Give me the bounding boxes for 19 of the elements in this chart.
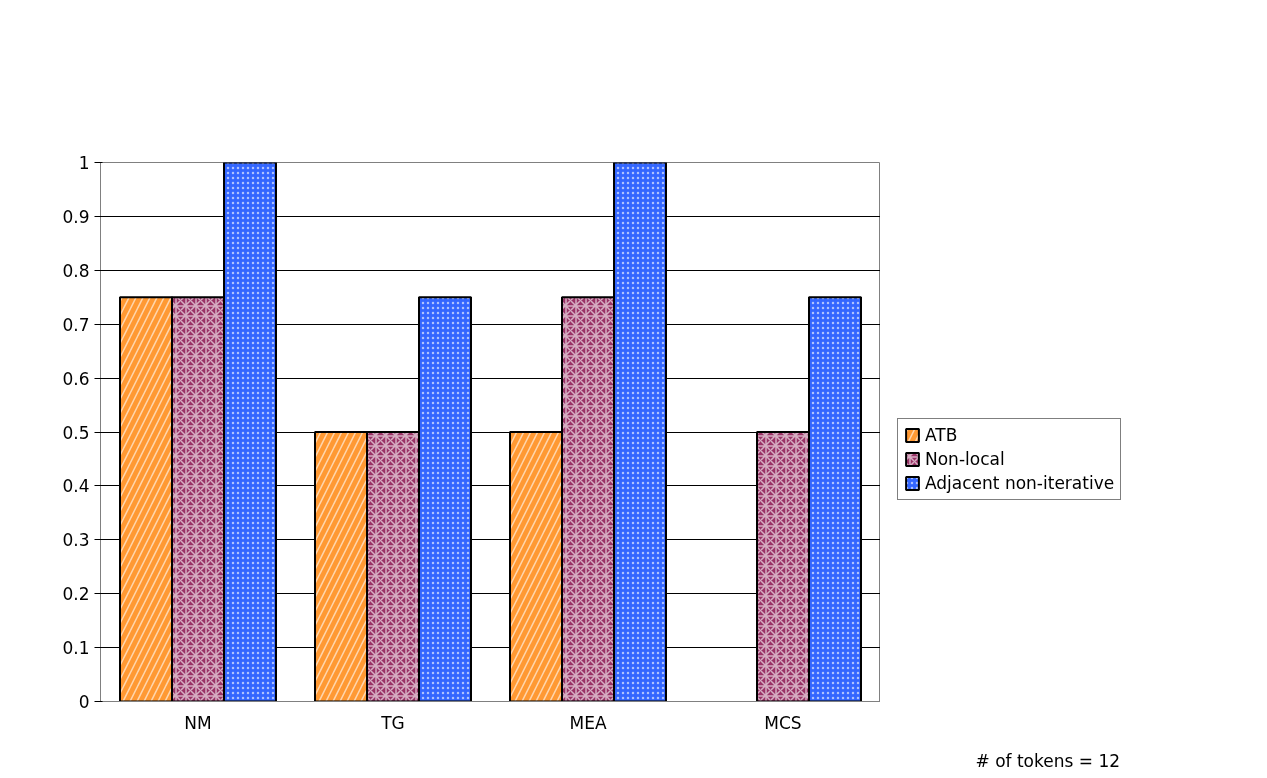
y-tick-label: 0.2 [62,584,90,605]
x-tick-label: MEA [569,712,607,733]
y-tick-label: 0.4 [62,476,90,497]
y-tick-label: 0.3 [62,530,90,551]
y-tick-label: 0.5 [62,422,90,443]
legend-label: ATB [925,425,958,445]
y-tick-label: 0.9 [62,206,90,227]
text: # of tokens = 12 [975,750,1121,771]
legend-label: Adjacent non-iterative [925,473,1115,493]
y-tick-label: 0.6 [62,368,90,389]
y-tick-label: 0 [78,692,90,712]
y-tick-label: 1 [78,153,90,173]
y-tick-label: 0.7 [62,314,90,335]
x-tick-label: TG [380,712,405,733]
y-tick-label: 0.8 [62,260,90,281]
x-tick-label: MCS [764,712,802,733]
x-tick-label: NM [184,712,212,733]
legend-label: Non-local [925,449,1005,469]
y-tick-label: 0.1 [62,638,90,659]
